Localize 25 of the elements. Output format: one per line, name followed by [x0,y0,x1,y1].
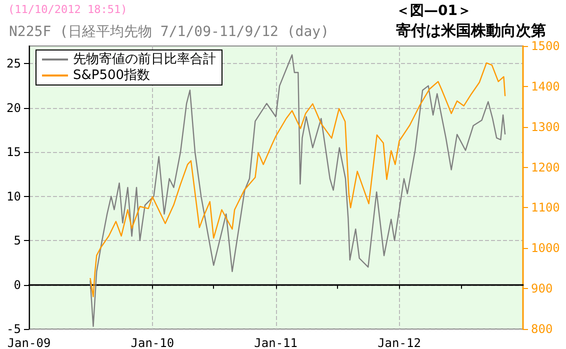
y-tick-label: 5 [14,234,21,248]
legend-label: 先物寄値の前日比率合計 [73,51,216,67]
text: 寄付は米国株動向次第 [396,22,546,40]
x-tick-label: Jan-11 [254,336,298,349]
chart-title: N225F (日経平均先物 7/1/09-11/9/12 (day) [9,24,330,40]
y-tick-label: -5 [6,322,21,336]
y2-tick-label: 1100 [531,200,560,215]
text: (11/10/2012 18:51) [8,3,128,16]
y2-tick-label: 1400 [531,79,560,94]
y-tick-label: 25 [6,56,21,71]
y-tick-label: 20 [6,100,21,115]
x-tick-label: Jan-09 [7,336,51,349]
y-tick-label: 15 [6,145,21,160]
y2-tick-label: 800 [531,322,553,336]
x-tick-label: Jan-10 [130,336,174,349]
y2-tick-label: 1300 [531,120,560,134]
y2-tick-label: 1500 [531,39,560,53]
y-tick-label: 0 [14,278,21,292]
legend-label: S&P500指数 [73,68,150,83]
y2-tick-label: 1200 [531,160,560,174]
y2-tick-label: 900 [531,282,553,296]
x-tick-label: Jan-12 [378,336,421,349]
y2-tick-label: 1000 [531,241,560,256]
y-tick-label: 10 [6,189,21,204]
text: ＜図—01＞ [396,3,472,19]
